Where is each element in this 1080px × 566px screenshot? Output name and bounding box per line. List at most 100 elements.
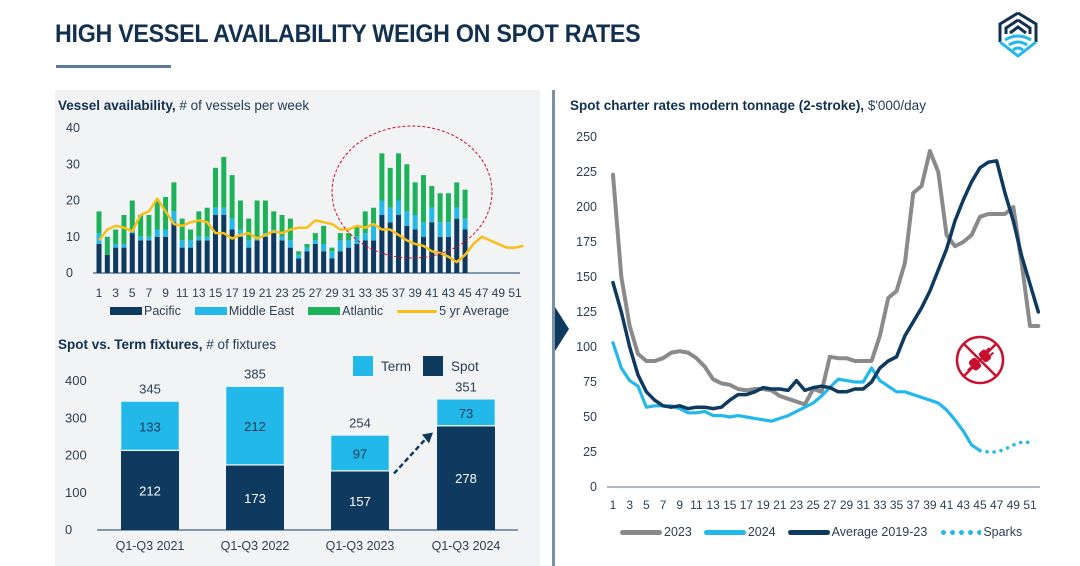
vessel-bar-middle-east	[221, 207, 227, 215]
vessel-x-tick-label: 21	[259, 286, 273, 300]
rates-line-average-2019-23	[611, 159, 1041, 411]
fixtures-term-value-label: 73	[459, 406, 473, 421]
vessel-bar-pacific	[221, 215, 227, 273]
vessel-bar-middle-east	[179, 240, 185, 248]
rates-x-tick-label: 51	[1023, 498, 1037, 512]
vessel-bar-middle-east	[337, 240, 343, 252]
vessel-bar-middle-east	[121, 244, 127, 248]
vessel-bar-atlantic	[337, 233, 343, 241]
vessel-bar-pacific	[412, 229, 418, 273]
vessel-bar-atlantic	[262, 200, 268, 234]
vessel-bar-atlantic	[404, 164, 410, 212]
vessel-5yr-average-line	[98, 197, 524, 264]
vessel-bar-middle-east	[346, 240, 352, 248]
vessel-x-tick-label: 13	[192, 286, 206, 300]
fixtures-y-tick-label: 400	[65, 373, 87, 388]
vessel-bar-atlantic	[171, 182, 177, 212]
vessel-x-tick-label: 37	[392, 286, 406, 300]
rates-line-2024	[611, 341, 982, 453]
vessel-x-tick-label: 31	[342, 286, 356, 300]
vessel-bar-pacific	[387, 222, 393, 273]
legend-label-pacific: Pacific	[144, 304, 181, 318]
vessel-bar-pacific	[371, 240, 377, 273]
vessel-bar-pacific	[154, 236, 160, 273]
vessel-x-tick-label: 39	[408, 286, 422, 300]
fixtures-bar-spot	[226, 465, 284, 530]
legend-label-sparks: Sparks	[983, 525, 1023, 539]
legend-label-middle-east: Middle East	[228, 304, 295, 318]
rates-x-tick-label: 7	[660, 498, 667, 512]
fixtures-y-tick-label: 100	[65, 485, 87, 500]
rates-y-tick-label: 25	[583, 445, 597, 459]
rates-y-tick-label: 225	[576, 165, 597, 179]
vessel-bar-atlantic	[188, 229, 194, 241]
vessel-bar-pacific	[204, 240, 210, 273]
legend-label-5yr-average: 5 yr Average	[439, 304, 510, 318]
fixtures-category-label: Q1-Q3 2024	[432, 539, 501, 553]
growth-arrow-line	[393, 436, 428, 475]
legend-swatch-pacific	[110, 307, 142, 315]
vessel-bar-atlantic	[296, 251, 302, 255]
vessel-bar-middle-east	[454, 207, 460, 219]
divider-arrow-icon	[555, 307, 569, 351]
vessel-bar-middle-east	[113, 244, 119, 248]
vessel-bar-pacific	[437, 236, 443, 273]
fixtures-spot-value-label: 212	[139, 484, 161, 499]
vessel-bar-middle-east	[196, 236, 202, 241]
vessel-bar-atlantic	[346, 233, 352, 241]
vessel-bar-pacific	[96, 244, 102, 273]
rates-y-tick-label: 200	[576, 200, 597, 214]
legend-label-2023: 2023	[664, 525, 692, 539]
rates-x-tick-label: 15	[723, 498, 737, 512]
vessel-bar-pacific	[354, 244, 360, 273]
vessel-bar-atlantic	[412, 182, 418, 215]
vessel-bar-pacific	[287, 247, 293, 273]
vessel-bar-atlantic	[179, 218, 185, 241]
legend-swatch-2024	[703, 529, 746, 535]
vessel-x-tick-label: 17	[225, 286, 239, 300]
fixtures-bar-term	[330, 435, 390, 471]
rates-y-tick-label: 100	[576, 340, 597, 354]
fixtures-total-label: 345	[139, 381, 161, 396]
vessel-x-tick-label: 27	[309, 286, 323, 300]
fixtures-legend: Term Spot	[353, 356, 479, 376]
vessel-bar-middle-east	[462, 218, 468, 230]
panel-divider	[552, 90, 555, 566]
vessel-bar-middle-east	[279, 236, 285, 241]
rates-y-tick-label: 50	[583, 410, 597, 424]
rates-x-tick-label: 35	[890, 498, 904, 512]
fixtures-bar-spot	[437, 426, 495, 530]
vessel-bar-pacific	[113, 247, 119, 273]
vessel-bar-pacific	[346, 247, 352, 273]
rates-x-tick-label: 9	[676, 498, 683, 512]
legend-label-atlantic: Atlantic	[342, 304, 384, 318]
vessel-bar-atlantic	[254, 200, 260, 237]
vessel-bar-pacific	[121, 247, 127, 273]
vessel-x-tick-label: 11	[176, 286, 189, 300]
vessel-bar-pacific	[396, 215, 402, 273]
legend-item-atlantic: Atlantic	[308, 304, 383, 318]
vessel-bar-atlantic	[362, 211, 368, 234]
vessel-bar-middle-east	[404, 211, 410, 226]
vessel-bar-middle-east	[246, 240, 252, 248]
vessel-y-tick-label: 30	[66, 157, 80, 171]
rates-chart-title-bold: Spot charter rates modern tonnage (2-str…	[570, 98, 865, 113]
rates-x-tick-label: 21	[773, 498, 787, 512]
legend-swatch-sparks	[939, 529, 982, 535]
vessel-bar-atlantic	[312, 233, 318, 241]
rates-y-tick-label: 75	[583, 375, 597, 389]
legend-item-5yr-average: 5 yr Average	[397, 304, 509, 318]
fixtures-y-tick-label: 200	[65, 448, 87, 463]
fixtures-chart-title: Spot vs. Term fixtures, # of fixtures	[58, 337, 276, 352]
vessel-bar-pacific	[337, 251, 343, 273]
legend-label-2024: 2024	[747, 525, 776, 539]
rates-y-tick-label: 175	[576, 235, 597, 249]
vessel-bar-middle-east	[163, 229, 169, 237]
vessel-x-tick-label: 3	[112, 286, 119, 300]
rates-x-tick-label: 11	[690, 498, 703, 512]
vessel-bar-pacific	[229, 229, 235, 273]
fixtures-bar-spot	[331, 471, 389, 530]
vessel-bar-middle-east	[371, 225, 377, 241]
legend-swatch-average-2019-23	[787, 529, 830, 535]
vessel-bar-pacific	[454, 218, 460, 273]
